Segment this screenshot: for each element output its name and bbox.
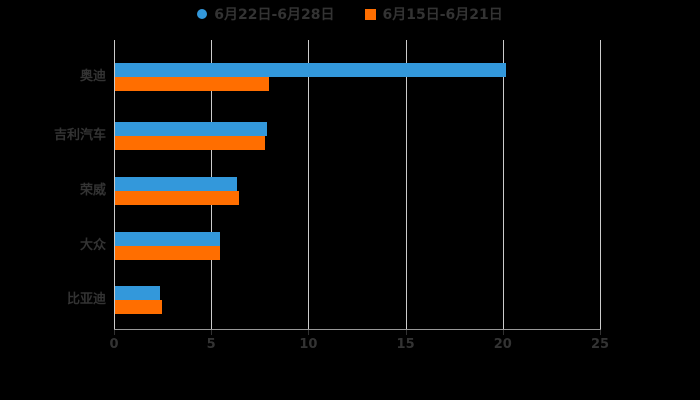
x-axis-tick [308, 330, 310, 335]
bar-series2-row3[interactable] [115, 191, 240, 205]
legend-label: 6月15日-6月21日 [382, 7, 503, 23]
x-axis-tick-label: 20 [493, 337, 512, 352]
x-axis-tick [502, 330, 504, 335]
x-axis-tick-label: 25 [590, 337, 610, 352]
legend-item-week-jun15-21[interactable]: 6月15日-6月21日 [364, 4, 503, 24]
bar-series1-row2[interactable] [115, 122, 267, 136]
bar-series2-row5[interactable] [115, 300, 162, 314]
bar-series2-row4[interactable] [115, 246, 220, 260]
bar-series1-row4[interactable] [115, 232, 220, 246]
gridline [405, 40, 407, 329]
x-axis-tick-label: 5 [206, 337, 216, 352]
legend-label: 6月22日-6月28日 [214, 7, 335, 23]
legend: 6月22日-6月28日 6月15日-6月21日 [0, 4, 700, 24]
x-axis-tick [114, 330, 115, 335]
square-icon [364, 8, 376, 20]
bar-series1-row1[interactable] [115, 63, 506, 77]
x-axis-tick [405, 330, 407, 335]
bar-series1-row3[interactable] [115, 177, 238, 191]
circle-icon [197, 9, 208, 19]
bar-series1-row5[interactable] [115, 286, 160, 300]
legend-item-week-jun22-28[interactable]: 6月22日-6月28日 [197, 4, 335, 24]
gridline [600, 40, 601, 329]
gridline [114, 40, 115, 329]
x-axis-tick [600, 330, 601, 335]
x-axis-tick-label: 0 [109, 337, 119, 352]
x-axis-tick [211, 330, 213, 335]
category-label-row3: 荣威 [79, 183, 106, 198]
gridline [308, 40, 310, 329]
category-label-row4: 大众 [79, 238, 106, 253]
category-label-row5: 比亚迪 [66, 292, 106, 307]
x-axis-tick-label: 10 [299, 337, 318, 352]
gridline [502, 40, 504, 329]
x-axis-line [114, 329, 601, 330]
x-axis-tick-label: 15 [396, 337, 415, 352]
bar-series2-row2[interactable] [115, 136, 265, 150]
plot-area [114, 40, 601, 329]
category-label-row1: 奥迪 [79, 69, 106, 84]
category-label-row2: 吉利汽车 [53, 128, 106, 143]
bar-series2-row1[interactable] [115, 77, 269, 91]
